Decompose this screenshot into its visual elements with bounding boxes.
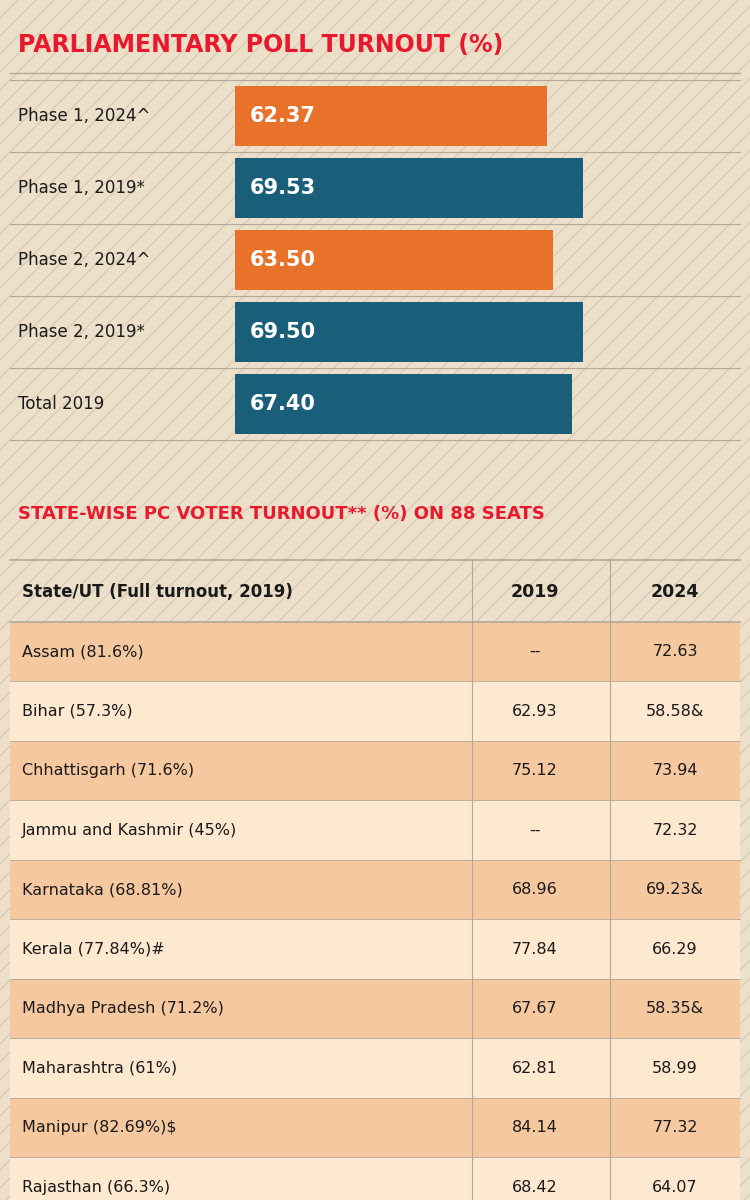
Text: 69.23&: 69.23& — [646, 882, 704, 898]
Bar — [235, 157, 583, 218]
Text: 68.96: 68.96 — [512, 882, 558, 898]
Bar — [235, 229, 553, 290]
Text: 64.07: 64.07 — [652, 1180, 698, 1195]
Text: 72.63: 72.63 — [652, 644, 698, 659]
Bar — [235, 373, 572, 434]
Text: Chhattisgarh (71.6%): Chhattisgarh (71.6%) — [22, 763, 194, 779]
Text: --: -- — [530, 823, 541, 838]
Text: 63.50: 63.50 — [250, 250, 316, 270]
Text: 72.32: 72.32 — [652, 823, 698, 838]
Bar — [10, 1038, 740, 1098]
Text: Phase 1, 2024^: Phase 1, 2024^ — [18, 107, 150, 125]
Text: --: -- — [530, 644, 541, 659]
Bar — [10, 1098, 740, 1158]
Text: 62.81: 62.81 — [512, 1061, 558, 1075]
Text: 58.35&: 58.35& — [646, 1001, 704, 1016]
Text: Phase 2, 2019*: Phase 2, 2019* — [18, 323, 145, 341]
Bar — [235, 85, 547, 146]
Bar — [10, 979, 740, 1038]
Text: State/UT (Full turnout, 2019): State/UT (Full turnout, 2019) — [22, 583, 292, 601]
Text: 67.67: 67.67 — [512, 1001, 558, 1016]
Text: 62.93: 62.93 — [512, 703, 558, 719]
Text: 2019: 2019 — [511, 583, 560, 601]
Bar — [235, 301, 583, 362]
Text: 58.58&: 58.58& — [646, 703, 704, 719]
Text: Kerala (77.84%)#: Kerala (77.84%)# — [22, 942, 165, 956]
Text: Karnataka (68.81%): Karnataka (68.81%) — [22, 882, 183, 898]
Text: STATE-WISE PC VOTER TURNOUT** (%) ON 88 SEATS: STATE-WISE PC VOTER TURNOUT** (%) ON 88 … — [18, 505, 544, 523]
Bar — [10, 800, 740, 860]
Bar — [10, 860, 740, 919]
Bar — [10, 682, 740, 740]
Text: Jammu and Kashmir (45%): Jammu and Kashmir (45%) — [22, 823, 237, 838]
Text: 73.94: 73.94 — [652, 763, 698, 779]
Text: 69.53: 69.53 — [250, 178, 316, 198]
Text: Maharashtra (61%): Maharashtra (61%) — [22, 1061, 177, 1075]
Text: Bihar (57.3%): Bihar (57.3%) — [22, 703, 133, 719]
Bar — [10, 740, 740, 800]
Bar — [10, 1158, 740, 1200]
Text: Phase 2, 2024^: Phase 2, 2024^ — [18, 251, 150, 269]
Text: Rajasthan (66.3%): Rajasthan (66.3%) — [22, 1180, 170, 1195]
Text: Assam (81.6%): Assam (81.6%) — [22, 644, 144, 659]
Text: 2024: 2024 — [651, 583, 699, 601]
Text: 84.14: 84.14 — [512, 1121, 558, 1135]
Text: Madhya Pradesh (71.2%): Madhya Pradesh (71.2%) — [22, 1001, 223, 1016]
Text: 69.50: 69.50 — [250, 322, 316, 342]
Text: 58.99: 58.99 — [652, 1061, 698, 1075]
Text: 75.12: 75.12 — [512, 763, 558, 779]
Bar — [10, 919, 740, 979]
Bar — [10, 622, 740, 682]
Text: 67.40: 67.40 — [250, 394, 316, 414]
Text: 66.29: 66.29 — [652, 942, 698, 956]
Text: Phase 1, 2019*: Phase 1, 2019* — [18, 179, 145, 197]
Text: 68.42: 68.42 — [512, 1180, 558, 1195]
Text: 62.37: 62.37 — [250, 106, 316, 126]
Text: Total 2019: Total 2019 — [18, 395, 104, 413]
Text: 77.84: 77.84 — [512, 942, 558, 956]
Text: Manipur (82.69%)$: Manipur (82.69%)$ — [22, 1121, 177, 1135]
Text: 77.32: 77.32 — [652, 1121, 698, 1135]
Text: PARLIAMENTARY POLL TURNOUT (%): PARLIAMENTARY POLL TURNOUT (%) — [18, 32, 503, 56]
